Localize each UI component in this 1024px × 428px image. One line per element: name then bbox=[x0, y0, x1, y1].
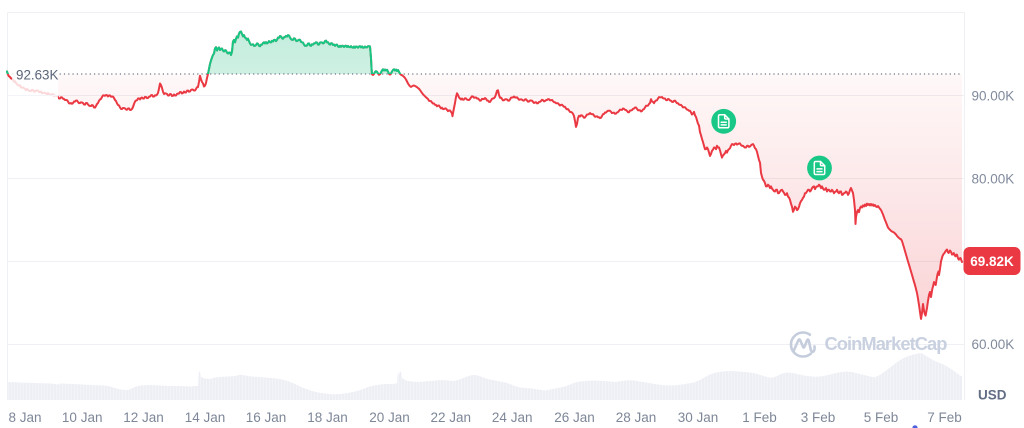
svg-text:24 Jan: 24 Jan bbox=[492, 410, 533, 425]
svg-text:USD: USD bbox=[978, 388, 1007, 403]
svg-text:5 Feb: 5 Feb bbox=[864, 410, 899, 425]
svg-text:80.00K: 80.00K bbox=[972, 172, 1015, 187]
svg-text:22 Jan: 22 Jan bbox=[431, 410, 472, 425]
svg-text:1 Feb: 1 Feb bbox=[742, 410, 777, 425]
svg-text:18 Jan: 18 Jan bbox=[307, 410, 348, 425]
svg-text:8 Jan: 8 Jan bbox=[8, 410, 41, 425]
svg-text:92.63K: 92.63K bbox=[16, 67, 59, 82]
svg-text:14 Jan: 14 Jan bbox=[185, 410, 226, 425]
svg-text:28 Jan: 28 Jan bbox=[616, 410, 657, 425]
svg-text:7 Feb: 7 Feb bbox=[927, 410, 962, 425]
svg-text:20 Jan: 20 Jan bbox=[369, 410, 410, 425]
svg-text:3 Feb: 3 Feb bbox=[801, 410, 836, 425]
svg-text:90.00K: 90.00K bbox=[972, 89, 1015, 104]
svg-text:10 Jan: 10 Jan bbox=[62, 410, 103, 425]
svg-text:CoinMarketCap: CoinMarketCap bbox=[825, 333, 948, 354]
svg-text:12 Jan: 12 Jan bbox=[123, 410, 164, 425]
svg-text:60.00K: 60.00K bbox=[972, 337, 1015, 352]
svg-text:16 Jan: 16 Jan bbox=[246, 410, 287, 425]
svg-text:69.82K: 69.82K bbox=[970, 254, 1014, 269]
svg-text:30 Jan: 30 Jan bbox=[678, 410, 719, 425]
svg-text:26 Jan: 26 Jan bbox=[554, 410, 595, 425]
